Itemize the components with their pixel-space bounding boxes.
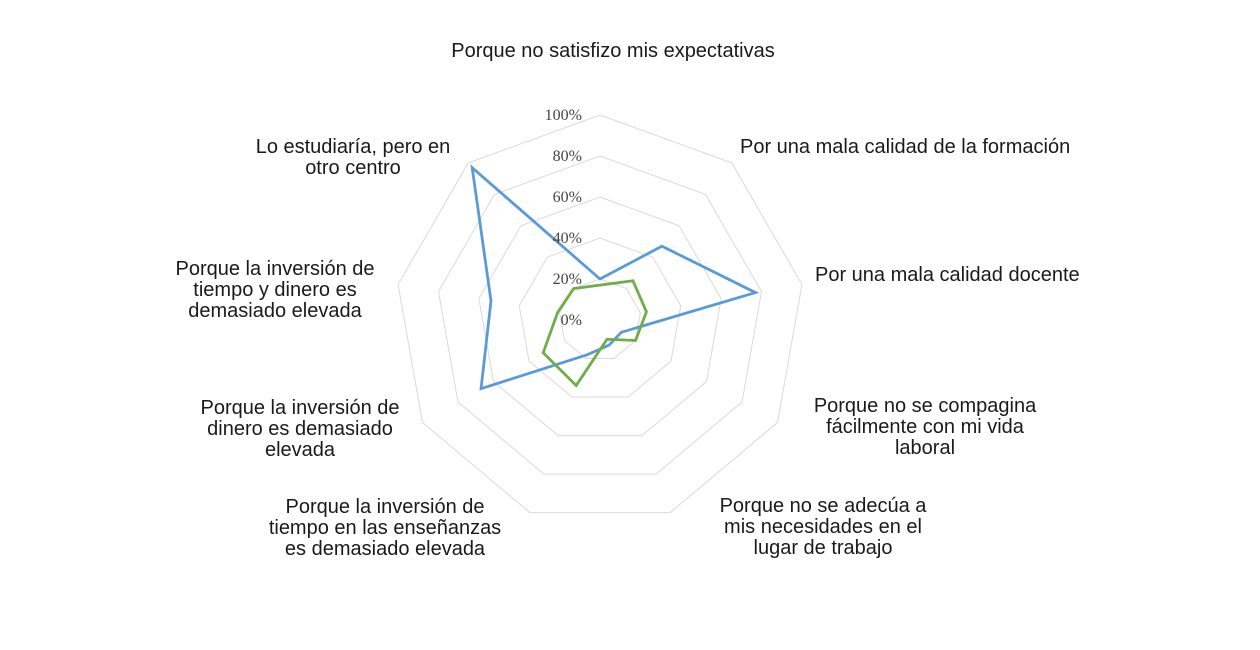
category-label: Porque no se compagina fácilmente con mi … (814, 395, 1037, 459)
category-label: Porque la inversión de tiempo en las ense… (269, 496, 501, 560)
grid-ring (397, 114, 803, 514)
radial-tick-labels: 0% 20% 40% 60% 80% 100% (545, 107, 582, 329)
series-2-line (541, 279, 648, 388)
grid-ring (518, 237, 682, 398)
grid-ring (437, 155, 763, 475)
radial-tick-label: 20% (553, 271, 582, 288)
radial-tick-label: 80% (553, 148, 582, 165)
category-labels: Porque no satisfizo mis expectativas Por … (175, 40, 1079, 560)
category-label: Porque la inversión de tiempo y dinero es… (175, 258, 374, 322)
category-label: Porque la inversión de dinero es demasiad… (200, 397, 399, 461)
radar-series (470, 164, 760, 391)
category-label: Porque no se adecúa a mis necesidades en … (720, 495, 928, 559)
radar-grid (397, 114, 803, 514)
radial-tick-label: 40% (553, 230, 582, 247)
grid-ring (478, 196, 722, 437)
radial-tick-label: 0% (561, 312, 582, 329)
category-label: Porque no satisfizo mis expectativas (451, 40, 775, 62)
series-1-line (470, 164, 760, 391)
category-label: Lo estudiaría, pero en otro centro (256, 136, 451, 179)
category-label: Por una mala calidad de la formación (740, 136, 1070, 158)
radial-tick-label: 100% (545, 107, 582, 124)
radial-tick-label: 60% (553, 189, 582, 206)
category-label: Por una mala calidad docente (815, 264, 1080, 286)
